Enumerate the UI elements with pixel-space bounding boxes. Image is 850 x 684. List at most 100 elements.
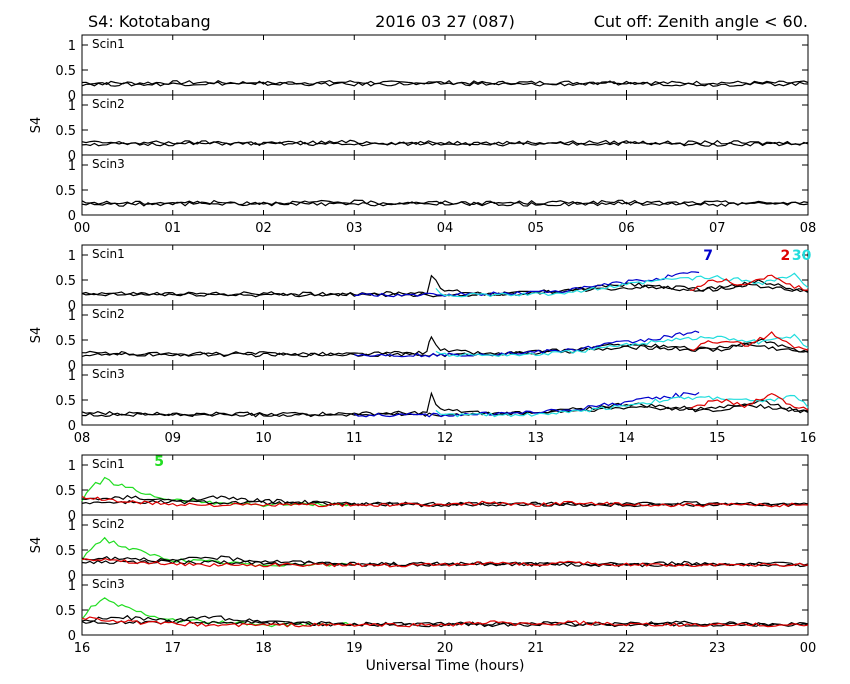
x-tick-label: 05	[527, 221, 544, 236]
series-line-black	[81, 274, 809, 297]
x-tick-label: 20	[437, 641, 454, 656]
panel-frame	[81, 94, 809, 156]
y-tick-label: 0	[68, 209, 76, 224]
series-line-red	[81, 616, 809, 628]
x-tick-label: 01	[164, 221, 181, 236]
x-tick-label: 02	[255, 221, 272, 236]
y-tick-label: 0.5	[55, 394, 76, 409]
satellite-label-5: 5	[154, 454, 164, 470]
y-tick-label: 1	[68, 519, 76, 534]
x-tick-label: 10	[255, 431, 272, 446]
series-line-blue	[354, 271, 700, 298]
series-line-black	[81, 391, 809, 417]
y-tick-label: 0.5	[55, 334, 76, 349]
panel-row2-scin1: 1 0.5 0 Scin1 7 2 30	[55, 244, 812, 314]
series-line-green	[81, 476, 355, 508]
y-tick-label: 0.5	[55, 184, 76, 199]
panel-row1-scin2: 1 0.5 0 Scin2 S4	[29, 94, 809, 164]
y-tick-label: 1	[68, 309, 76, 324]
x-tick-label: 00	[800, 641, 817, 656]
series-line-red	[689, 331, 809, 352]
series-line-red	[81, 557, 809, 568]
y-tick-label: 0	[68, 569, 76, 584]
panel-row2-scin3: 1 0.5 0 Scin3	[55, 364, 809, 434]
series-line-green	[81, 536, 355, 568]
series-line-blue	[353, 391, 700, 418]
panel-label: Scin3	[92, 157, 125, 171]
y-tick-label: 0	[68, 509, 76, 524]
x-tick-label: 22	[618, 641, 635, 656]
y-tick-label: 1	[68, 159, 76, 174]
y-tick-label: 0	[68, 359, 76, 374]
panel-row1-scin3: 1 0.5 0 Scin3	[55, 154, 809, 224]
x-tick-label: 09	[164, 431, 181, 446]
satellite-label-2: 2	[780, 248, 790, 264]
series-line-red	[81, 495, 809, 508]
series-line-black	[81, 335, 809, 357]
series-line-blue	[354, 330, 700, 358]
panel-row1-scin1: 1 0.5 0 Scin1	[55, 34, 809, 104]
x-tick-label: 03	[346, 221, 363, 236]
panel-label: Scin1	[92, 247, 125, 261]
y-tick-label: 0	[68, 629, 76, 644]
y-tick-label: 0	[68, 149, 76, 164]
series-line-black	[81, 141, 809, 147]
x-tick-label: 08	[800, 221, 817, 236]
x-tick-label: 12	[437, 431, 454, 446]
panel-label: Scin1	[92, 457, 125, 471]
satellite-label-7: 7	[703, 248, 713, 264]
y-tick-label: 0.5	[55, 544, 76, 559]
series-line-black	[81, 201, 809, 207]
x-tick-label: 19	[346, 641, 363, 656]
series-line-cyan	[435, 272, 809, 298]
series-line-black	[81, 619, 809, 628]
y-axis-label: S4	[29, 327, 44, 344]
y-tick-label: 0	[68, 419, 76, 434]
x-tick-label: 14	[618, 431, 635, 446]
panel-row3-scin3: 1 0.5 0 Scin3	[55, 574, 809, 644]
y-tick-label: 0.5	[55, 124, 76, 139]
x-tick-label: 16	[74, 641, 91, 656]
panel-row3-scin1: 1 0.5 0 Scin1 5	[55, 454, 809, 524]
station-title: S4: Kototabang	[88, 12, 211, 31]
y-axis-label: S4	[29, 117, 44, 134]
x-tick-label: 07	[709, 221, 726, 236]
chart-row-2: 1 0.5 0 Scin1 7 2 30 1 0.5 0 Scin2 S4 1 0.5 0 Scin3 08 09…	[29, 244, 817, 446]
date-title: 2016 03 27 (087)	[375, 12, 515, 31]
x-tick-label: 00	[74, 221, 91, 236]
series-line-cyan	[435, 394, 809, 418]
y-tick-label: 0.5	[55, 604, 76, 619]
y-tick-label: 1	[68, 39, 76, 54]
series-line-black	[81, 199, 809, 206]
x-tick-label: 13	[527, 431, 544, 446]
y-tick-label: 0	[68, 299, 76, 314]
x-tick-label: 16	[800, 431, 817, 446]
y-tick-label: 1	[68, 459, 76, 474]
panel-label: Scin2	[92, 97, 125, 111]
series-line-black	[81, 281, 809, 298]
panel-label: Scin3	[92, 577, 125, 591]
x-tick-label: 11	[346, 431, 363, 446]
y-tick-label: 0.5	[55, 274, 76, 289]
panel-label: Scin1	[92, 37, 125, 51]
x-tick-label: 17	[164, 641, 181, 656]
panel-row2-scin2: 1 0.5 0 Scin2 S4	[29, 304, 809, 374]
x-tick-label: 15	[709, 431, 726, 446]
y-tick-label: 1	[68, 579, 76, 594]
x-tick-label: 18	[255, 641, 272, 656]
y-tick-label: 0.5	[55, 484, 76, 499]
panel-label: Scin2	[92, 517, 125, 531]
y-tick-label: 1	[68, 99, 76, 114]
x-tick-label: 06	[618, 221, 635, 236]
cutoff-title: Cut off: Zenith angle < 60.	[594, 12, 808, 31]
x-tick-label: 08	[74, 431, 91, 446]
series-line-black	[81, 81, 809, 87]
series-line-black	[81, 555, 809, 567]
x-tick-label: 04	[437, 221, 454, 236]
series-line-green	[81, 597, 355, 628]
panel-label: Scin2	[92, 307, 125, 321]
series-line-red	[689, 274, 809, 291]
